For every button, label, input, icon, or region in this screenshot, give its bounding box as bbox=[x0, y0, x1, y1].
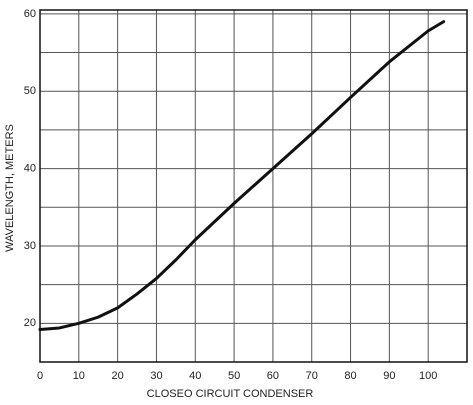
x-tick-label: 90 bbox=[383, 370, 395, 382]
x-axis-label: CLOSEO CIRCUIT CONDENSER bbox=[147, 388, 314, 400]
y-axis-label: WAVELENGTH, METERS bbox=[4, 124, 16, 252]
x-tick-label: 70 bbox=[306, 370, 318, 382]
y-tick-label: 30 bbox=[24, 240, 36, 252]
y-tick-label: 40 bbox=[24, 162, 36, 174]
x-tick-label: 60 bbox=[267, 370, 279, 382]
plot-frame bbox=[39, 9, 468, 363]
data-line bbox=[38, 20, 446, 332]
y-tick-label: 20 bbox=[24, 317, 36, 329]
x-tick-label: 80 bbox=[344, 370, 356, 382]
x-tick-label: 100 bbox=[419, 370, 437, 382]
y-tick-label: 50 bbox=[24, 85, 36, 97]
x-tick-label: 20 bbox=[112, 370, 124, 382]
x-tick-label: 40 bbox=[189, 370, 201, 382]
x-tick-label: 10 bbox=[73, 370, 85, 382]
x-tick-label: 30 bbox=[150, 370, 162, 382]
x-tick-label: 50 bbox=[228, 370, 240, 382]
y-tick-label: 60 bbox=[24, 8, 36, 20]
x-tick-label: 0 bbox=[37, 370, 43, 382]
